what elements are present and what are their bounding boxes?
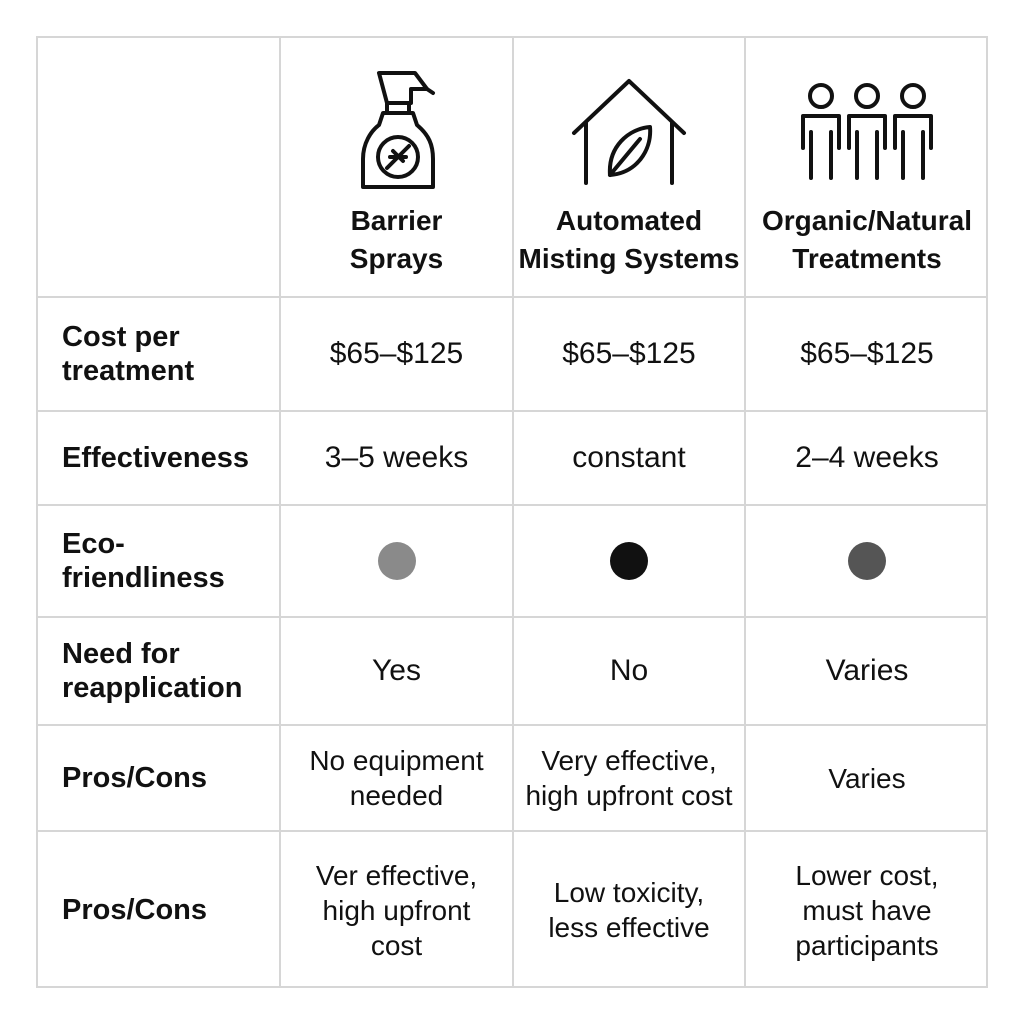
- pros-cons-1-misting: Very effective, high upfront cost: [525, 745, 733, 811]
- header-barrier-sprays: Barrier Sprays: [281, 38, 514, 298]
- header-misting-systems-label: Automated Misting Systems: [518, 205, 740, 274]
- eco-label: Eco- friendliness: [62, 528, 225, 594]
- pros-cons-label-2: Pros/Cons: [62, 894, 208, 926]
- header-empty-cell: [38, 38, 281, 298]
- header-row: Barrier Sprays Automated Misting Systems: [38, 38, 988, 298]
- header-misting-systems: Automated Misting Systems: [514, 38, 746, 298]
- effectiveness-barrier: 3–5 weeks: [324, 441, 469, 474]
- eco-dot-barrier: [377, 542, 416, 580]
- eco-dot-organic: [848, 542, 886, 580]
- reapplication-row: Need for reapplication Yes No Varies: [38, 618, 988, 726]
- reapplication-organic: Varies: [825, 654, 909, 687]
- cost-row: Cost per treatment $65–$125 $65–$125 $65…: [38, 298, 988, 412]
- cost-misting: $65–$125: [562, 337, 696, 370]
- cost-label: Cost per treatment: [62, 321, 195, 387]
- reapplication-misting: No: [609, 654, 649, 687]
- pros-cons-row-1: Pros/Cons No equipment needed Very effec…: [38, 726, 988, 832]
- pros-cons-1-organic: Varies: [828, 762, 906, 794]
- effectiveness-misting: constant: [572, 441, 686, 474]
- header-barrier-sprays-label: Barrier Sprays: [349, 205, 444, 274]
- cost-barrier: $65–$125: [329, 337, 464, 370]
- pros-cons-2-misting: Low toxicity, less effective: [548, 877, 710, 943]
- pros-cons-label-1: Pros/Cons: [62, 762, 208, 794]
- header-organic-treatments: Organic/Natural Treatments: [746, 38, 988, 298]
- reapplication-barrier: Yes: [372, 654, 421, 687]
- pros-cons-2-barrier: Ver effective, high upfront cost: [315, 859, 478, 961]
- header-organic-treatments-label: Organic/Natural Treatments: [761, 205, 973, 274]
- people-icon: [797, 68, 937, 196]
- effectiveness-organic: 2–4 weeks: [795, 441, 939, 474]
- pros-cons-row-2: Pros/Cons Ver effective, high upfront co…: [38, 832, 988, 988]
- effectiveness-label: Effectiveness: [62, 442, 249, 474]
- pros-cons-2-organic: Lower cost, must have participants: [795, 859, 939, 961]
- eco-row: Eco- friendliness: [38, 506, 988, 618]
- eco-dot-misting: [610, 542, 648, 580]
- house-leaf-icon: [570, 68, 688, 196]
- pros-cons-1-barrier: No equipment needed: [309, 745, 484, 811]
- spray-bottle-icon: [357, 68, 437, 196]
- cost-organic: $65–$125: [800, 337, 934, 370]
- comparison-table: Barrier Sprays Automated Misting Systems: [36, 36, 988, 988]
- reapplication-label: Need for reapplication: [62, 638, 243, 704]
- effectiveness-row: Effectiveness 3–5 weeks constant 2–4 wee…: [38, 412, 988, 506]
